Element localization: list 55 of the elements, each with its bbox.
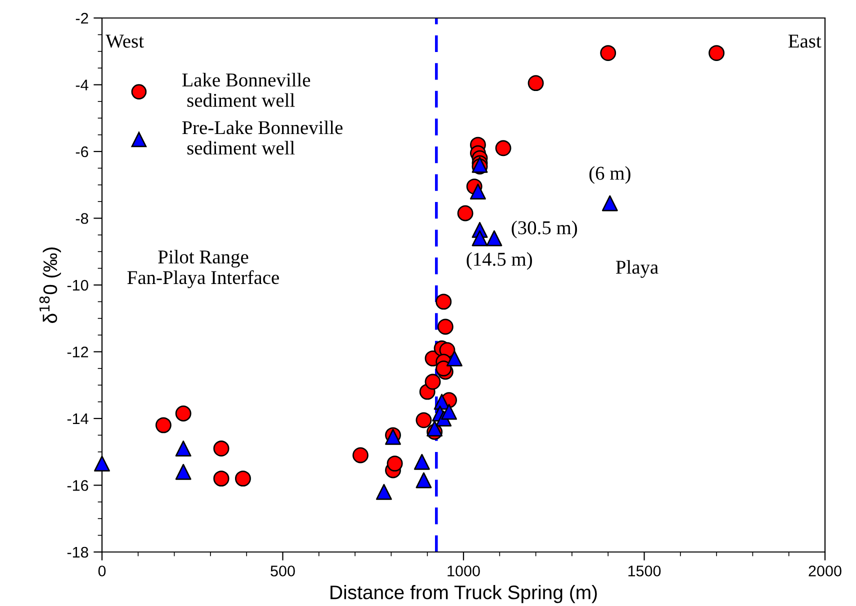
y-tick-label: -4	[76, 80, 88, 90]
y-tick-label: -14	[67, 414, 88, 424]
annotation: Playa	[616, 260, 658, 278]
point	[426, 420, 443, 436]
y-axis-title: δ$^{18}$0 (‰)	[39, 248, 61, 323]
y-tick-label: -6	[76, 146, 88, 158]
legend-label: Lake Bonneville sediment well	[182, 72, 310, 107]
y-tick-label: -12	[67, 346, 88, 358]
point	[486, 230, 502, 246]
point	[457, 205, 474, 222]
point	[213, 470, 230, 487]
annotation: West	[106, 34, 144, 48]
point	[213, 440, 230, 457]
point	[470, 184, 486, 200]
point	[441, 404, 458, 420]
point	[416, 472, 432, 488]
point	[436, 294, 452, 310]
point	[175, 464, 192, 480]
y-tick-label: -18	[67, 546, 88, 558]
x-tick-label: 1000	[448, 566, 480, 576]
point	[436, 360, 452, 376]
x-tick-label: 2000	[808, 566, 842, 576]
x-axis-title: Distance from Truck Spring (m)	[330, 584, 597, 604]
annotation: (30.5 m)	[512, 220, 578, 238]
point	[94, 456, 110, 472]
y-tick-label: -2	[76, 12, 88, 24]
point	[602, 195, 618, 212]
point	[495, 140, 512, 156]
annotation: Pilot Range Fan-Playa Interface	[127, 250, 279, 288]
point	[416, 412, 432, 428]
y-tick-label: -16	[67, 480, 88, 491]
point	[600, 45, 616, 62]
annotation: (14.5 m)	[466, 252, 532, 270]
point	[437, 318, 454, 335]
point	[446, 350, 462, 366]
y-tick-label: -8	[76, 213, 88, 224]
point	[528, 75, 544, 92]
point	[155, 417, 172, 434]
legend-label: Pre-Lake Bonneville sediment well	[182, 120, 342, 155]
point	[376, 484, 392, 500]
annotation: (6 m)	[589, 166, 630, 184]
point	[175, 406, 192, 422]
x-tick-label: 0	[98, 566, 106, 576]
x-tick-label: 1500	[628, 566, 661, 576]
point	[175, 440, 192, 457]
point	[472, 230, 488, 246]
annotation: East	[788, 34, 822, 48]
point	[424, 374, 441, 390]
y-tick-label: -10	[67, 280, 88, 291]
point	[708, 45, 725, 62]
point	[235, 470, 251, 487]
point	[352, 447, 368, 464]
point	[386, 456, 403, 472]
point	[414, 454, 430, 470]
x-tick-label: 500	[270, 566, 295, 576]
